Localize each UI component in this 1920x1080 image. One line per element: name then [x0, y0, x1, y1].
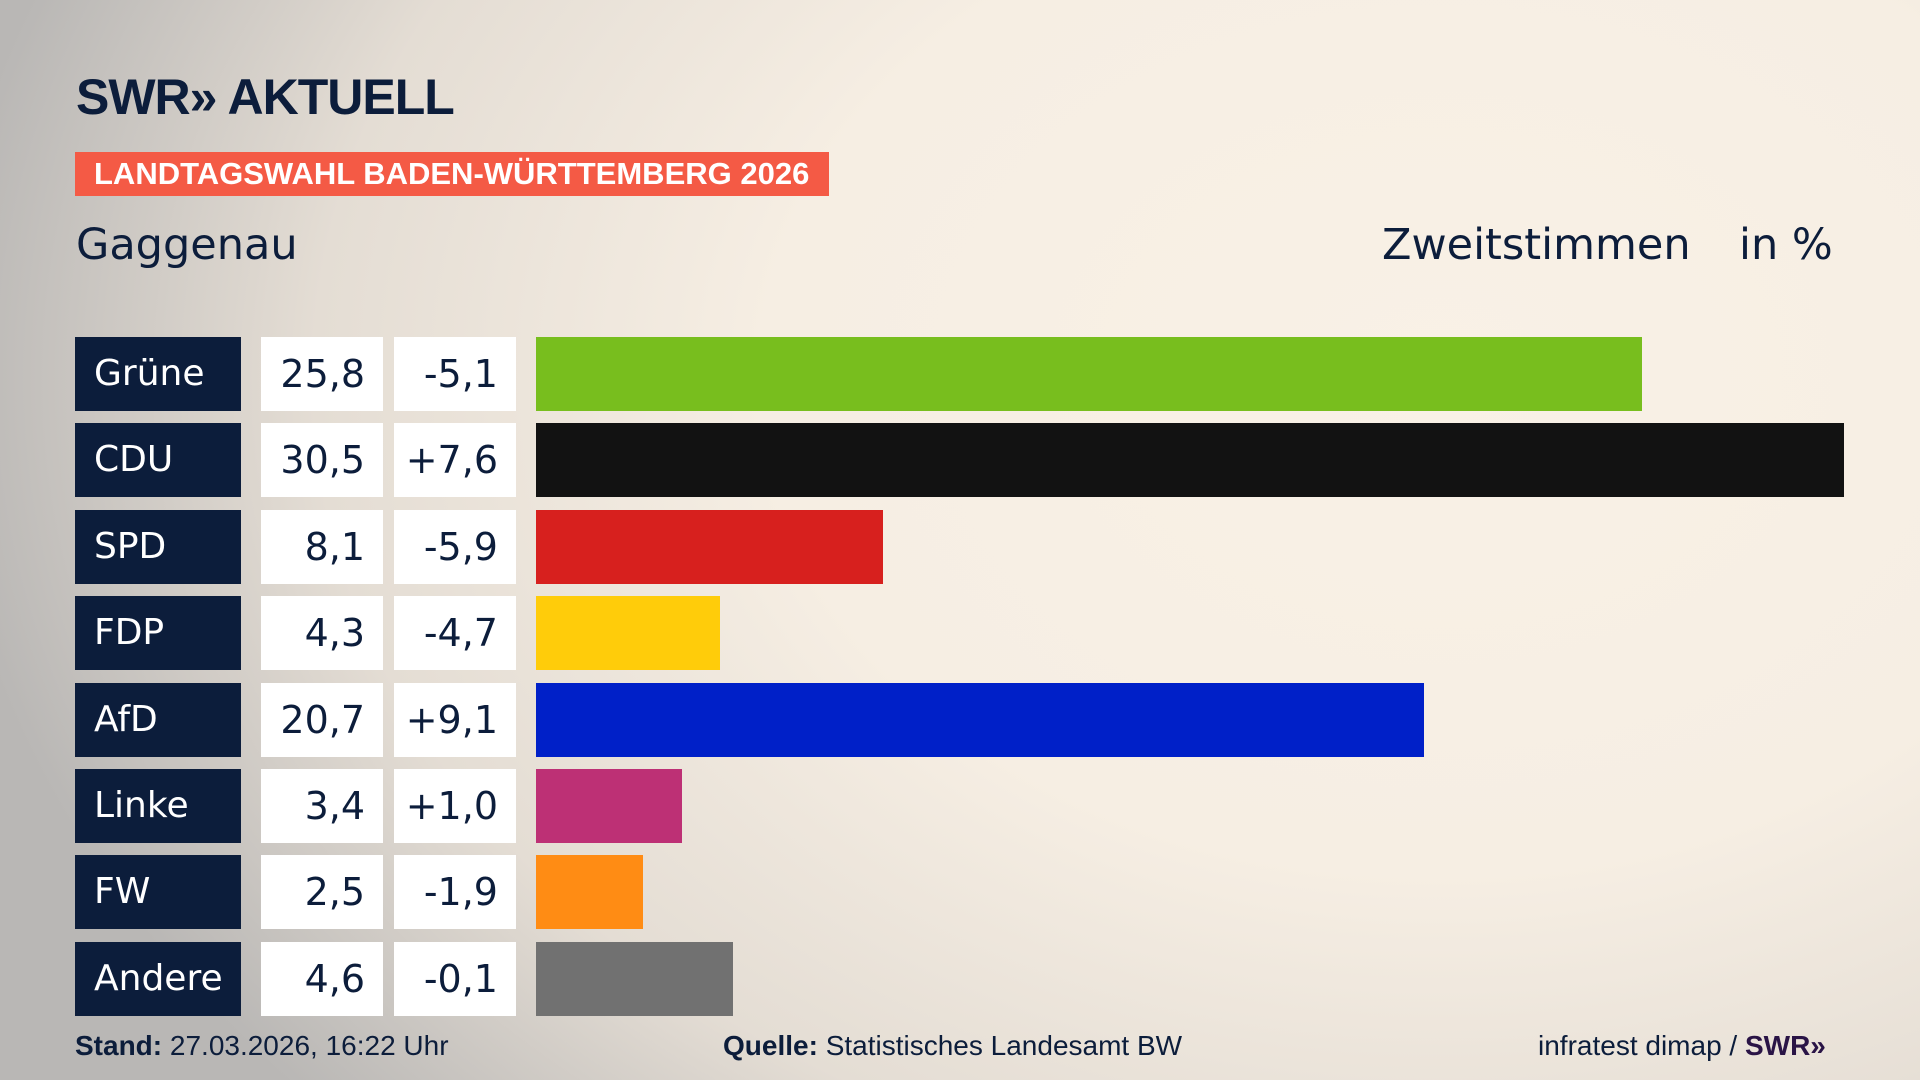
change-label: +7,6 — [394, 423, 516, 498]
footer-stand: Stand: 27.03.2026, 16:22 Uhr — [75, 1030, 449, 1062]
change-label: -5,1 — [394, 337, 516, 411]
value-label: 3,4 — [261, 769, 383, 843]
result-bar — [536, 337, 1643, 411]
footer-credit: infratest dimap / SWR» — [1538, 1030, 1826, 1062]
result-bar — [536, 682, 1424, 757]
party-row: AfD 20,7 +9,1 — [75, 682, 1875, 757]
source-label: Quelle: — [723, 1030, 818, 1061]
party-row: Andere 4,6 -0,1 — [75, 941, 1875, 1016]
result-bar — [536, 423, 1844, 498]
change-label: +9,1 — [394, 682, 516, 757]
swr-aktuell-logo: SWR» AKTUELL — [76, 69, 455, 125]
party-label: SPD — [75, 509, 241, 584]
source-value: Statistisches Landesamt BW — [825, 1030, 1183, 1061]
change-label: +1,0 — [394, 769, 516, 843]
party-row: Grüne 25,8 -5,1 — [75, 337, 1875, 411]
result-bar — [536, 855, 644, 930]
value-label: 2,5 — [261, 855, 383, 930]
value-label: 25,8 — [261, 337, 383, 411]
stand-label: Stand: — [75, 1030, 163, 1061]
change-label: -1,9 — [394, 855, 516, 930]
unit-label: in % — [1739, 220, 1833, 270]
party-label: CDU — [75, 423, 241, 498]
change-label: -0,1 — [394, 941, 516, 1016]
party-label: FW — [75, 855, 241, 930]
party-label: AfD — [75, 682, 241, 757]
stand-value: 27.03.2026, 16:22 Uhr — [169, 1030, 449, 1061]
result-bar — [536, 509, 884, 584]
party-label: Grüne — [75, 337, 241, 411]
change-label: -4,7 — [394, 596, 516, 671]
value-label: 30,5 — [261, 423, 383, 498]
result-bar — [536, 941, 734, 1016]
value-label: 8,1 — [261, 509, 383, 584]
value-label: 20,7 — [261, 682, 383, 757]
result-bar — [536, 596, 721, 671]
vote-type-label: Zweitstimmen — [1382, 220, 1691, 270]
place-title: Gaggenau — [76, 220, 298, 270]
party-row: CDU 30,5 +7,6 — [75, 423, 1875, 498]
party-row: Linke 3,4 +1,0 — [75, 769, 1875, 843]
value-label: 4,6 — [261, 941, 383, 1016]
party-row: FW 2,5 -1,9 — [75, 855, 1875, 930]
change-label: -5,9 — [394, 509, 516, 584]
election-banner: LANDTAGSWAHL BADEN-WÜRTTEMBERG 2026 — [75, 152, 829, 196]
result-bar — [536, 769, 682, 843]
party-label: Andere — [75, 941, 241, 1016]
swr-credit-logo: SWR» — [1744, 1030, 1826, 1061]
party-row: SPD 8,1 -5,9 — [75, 509, 1875, 584]
party-label: FDP — [75, 596, 241, 671]
credit-text: infratest dimap / — [1538, 1030, 1738, 1061]
value-label: 4,3 — [261, 596, 383, 671]
footer-source: Quelle: Statistisches Landesamt BW — [723, 1030, 1182, 1062]
party-label: Linke — [75, 769, 241, 843]
party-row: FDP 4,3 -4,7 — [75, 596, 1875, 671]
